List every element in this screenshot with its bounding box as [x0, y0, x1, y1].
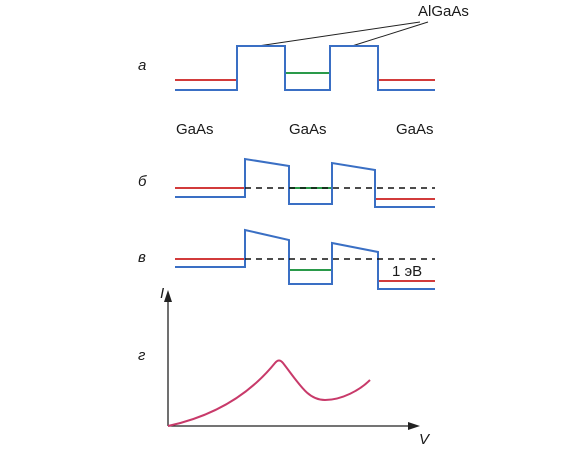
conduction-band-b [175, 157, 435, 208]
conduction-band-a [175, 45, 435, 91]
y-axis-arrow [164, 290, 172, 302]
barrier-pointer-left [257, 21, 421, 47]
panel-label-c: в [138, 249, 146, 266]
material-label-center: GaAs [289, 121, 327, 138]
band-diagram-b [175, 157, 435, 208]
conduction-band-c [175, 228, 435, 290]
band-diagram-c: 1 эВ [175, 228, 435, 290]
material-label-right: GaAs [396, 121, 434, 138]
material-label-left: GaAs [176, 121, 214, 138]
y-axis-label: I [160, 285, 164, 302]
panel-label-d: г [138, 347, 146, 364]
panel-label-a: а [138, 57, 146, 74]
barrier-pointer-right [351, 21, 429, 47]
band-diagram-a [175, 45, 435, 91]
barrier-label: AlGaAs [418, 3, 469, 20]
x-axis-arrow [408, 422, 420, 430]
iv-plot: I V [160, 285, 431, 448]
x-axis-label: V [419, 431, 431, 448]
iv-curve [167, 359, 371, 427]
panel-label-b: б [138, 173, 147, 190]
energy-label: 1 эВ [392, 263, 422, 280]
